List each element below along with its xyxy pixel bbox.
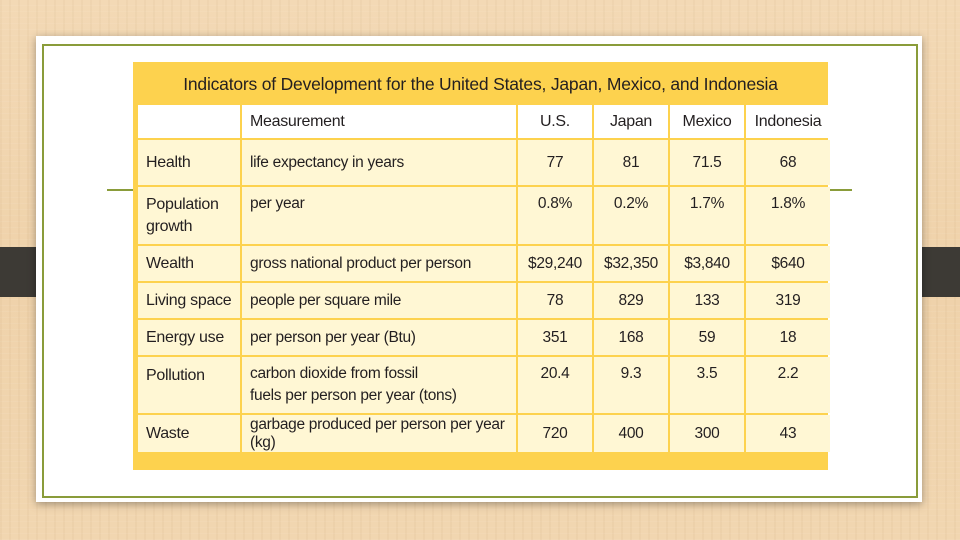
cell-japan: 0.2% (594, 187, 668, 244)
table-row-living-space: Living space people per square mile 78 8… (138, 283, 830, 318)
cell-indonesia: $640 (746, 246, 830, 281)
header-corner (138, 105, 240, 138)
measurement-line-2: fuels per person per year (tons) (250, 387, 457, 404)
category-line-2: growth (146, 217, 193, 235)
cell-indonesia: 18 (746, 320, 830, 355)
indicators-table: Measurement U.S. Japan Mexico Indonesia … (136, 103, 832, 454)
row-category: Energy use (138, 320, 240, 355)
cell-japan: 9.3 (594, 357, 668, 413)
cell-us: 20.4 (518, 357, 592, 413)
cell-japan: 829 (594, 283, 668, 318)
header-indonesia: Indonesia (746, 105, 830, 138)
cell-mexico: 133 (670, 283, 744, 318)
row-category: Living space (138, 283, 240, 318)
cell-japan: 81 (594, 140, 668, 185)
cell-indonesia: 43 (746, 415, 830, 452)
row-measurement: gross national product per person (242, 246, 516, 281)
accent-line-left (107, 189, 137, 191)
cell-indonesia: 2.2 (746, 357, 830, 413)
measurement-line-1: carbon dioxide from fossil (250, 365, 418, 382)
cell-mexico: 71.5 (670, 140, 744, 185)
header-measurement: Measurement (242, 105, 516, 138)
table-title: Indicators of Development for the United… (183, 74, 778, 94)
cell-us: 78 (518, 283, 592, 318)
table-row-population-growth: Population growth per year 0.8% 0.2% 1.7… (138, 187, 830, 244)
row-measurement: per person per year (Btu) (242, 320, 516, 355)
table-row-health: Health life expectancy in years 77 81 71… (138, 140, 830, 185)
cell-us: $29,240 (518, 246, 592, 281)
header-us: U.S. (518, 105, 592, 138)
cell-indonesia: 1.8% (746, 187, 830, 244)
accent-line-right (826, 189, 852, 191)
header-japan: Japan (594, 105, 668, 138)
cell-indonesia: 319 (746, 283, 830, 318)
cell-us: 77 (518, 140, 592, 185)
indicators-figure: Indicators of Development for the United… (133, 62, 830, 470)
cell-japan: 400 (594, 415, 668, 452)
cell-us: 0.8% (518, 187, 592, 244)
row-measurement: garbage produced per person per year (kg… (242, 415, 516, 452)
row-measurement: life expectancy in years (242, 140, 516, 185)
cell-mexico: 1.7% (670, 187, 744, 244)
table-row-waste: Waste garbage produced per person per ye… (138, 415, 830, 452)
cell-mexico: 3.5 (670, 357, 744, 413)
cell-mexico: 300 (670, 415, 744, 452)
row-category: Health (138, 140, 240, 185)
cell-us: 351 (518, 320, 592, 355)
cell-mexico: 59 (670, 320, 744, 355)
row-category: Population growth (138, 187, 240, 244)
row-measurement: per year (242, 187, 516, 244)
table-row-wealth: Wealth gross national product per person… (138, 246, 830, 281)
row-measurement: people per square mile (242, 283, 516, 318)
cell-japan: 168 (594, 320, 668, 355)
slide-frame (42, 44, 918, 498)
cell-indonesia: 68 (746, 140, 830, 185)
row-measurement: carbon dioxide from fossil fuels per per… (242, 357, 516, 413)
category-line-1: Population (146, 195, 219, 213)
row-category: Wealth (138, 246, 240, 281)
cell-mexico: $3,840 (670, 246, 744, 281)
row-category: Pollution (138, 357, 240, 413)
cell-japan: $32,350 (594, 246, 668, 281)
table-row-pollution: Pollution carbon dioxide from fossil fue… (138, 357, 830, 413)
cell-us: 720 (518, 415, 592, 452)
row-category: Waste (138, 415, 240, 452)
header-mexico: Mexico (670, 105, 744, 138)
table-row-energy-use: Energy use per person per year (Btu) 351… (138, 320, 830, 355)
table-header-row: Measurement U.S. Japan Mexico Indonesia (138, 105, 830, 138)
